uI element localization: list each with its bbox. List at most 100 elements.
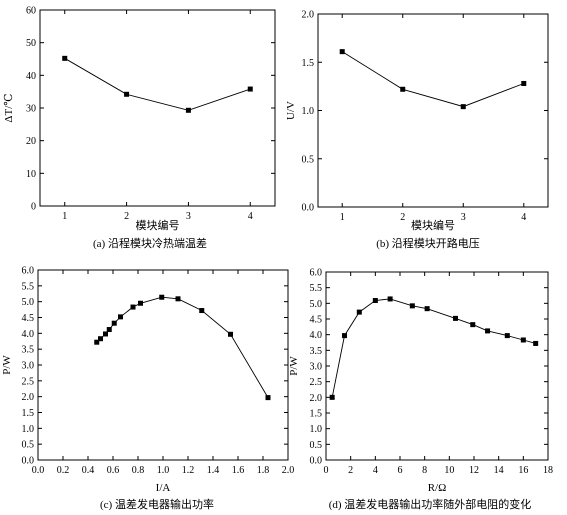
- x-tick-label: 2: [124, 211, 129, 222]
- data-point: [460, 104, 466, 110]
- panel-d-caption: (d) 温差发电器输出功率随外部电阻的变化: [329, 497, 532, 511]
- x-tick-label: 8: [422, 465, 427, 476]
- panel-c: (c) 温差发电器输出功率 0.0 0.2 0.4 0.6 0.8 1.0 1.2 1.4 1.…: [1, 266, 294, 512]
- x-tick-label: 1.8: [257, 465, 270, 476]
- plot-frame: [325, 271, 549, 461]
- data-point: [98, 336, 103, 342]
- x-tick-label: 1.4: [207, 465, 220, 476]
- y-tick-label: 4.5: [310, 315, 323, 326]
- y-tick-label: 1.5: [22, 408, 35, 419]
- series-line: [96, 296, 269, 398]
- x-tick-label: 4: [373, 465, 378, 476]
- x-tick-label: 4: [248, 211, 253, 222]
- data-point: [103, 331, 108, 337]
- x-axis-label: I/A: [156, 482, 171, 494]
- y-tick-label: 0.5: [302, 154, 315, 165]
- data-point: [124, 91, 130, 97]
- x-tick-label: 2.0: [282, 465, 295, 476]
- plot-frame: [39, 9, 276, 207]
- x-tick-label: 1.2: [182, 465, 195, 476]
- x-tick-label: 16: [518, 465, 528, 476]
- x-tick-label: 0.4: [82, 465, 95, 476]
- x-axis-label: R/Ω: [428, 482, 447, 494]
- x-tick-label: 1.0: [157, 465, 170, 476]
- x-axis-label: 模块编号: [411, 218, 455, 232]
- y-tick-label: 1.0: [22, 424, 35, 435]
- y-axis-label: ΔT/℃: [3, 93, 15, 122]
- y-tick-label: 60: [26, 6, 36, 17]
- y-tick-label: 0.0: [310, 456, 323, 467]
- y-tick-label: 10: [26, 169, 36, 180]
- data-point: [175, 296, 181, 302]
- x-tick-label: 6: [398, 465, 403, 476]
- x-tick-label: 0.6: [107, 465, 120, 476]
- x-tick-label: 0.0: [32, 465, 45, 476]
- data-point: [453, 315, 458, 321]
- data-point: [159, 294, 165, 300]
- y-tick-label: 30: [26, 104, 36, 115]
- y-tick-label: 1.5: [302, 58, 315, 69]
- data-point: [265, 395, 271, 401]
- y-tick-label: 2.5: [22, 376, 35, 387]
- x-tick-label: 0.2: [57, 465, 70, 476]
- data-point: [400, 86, 406, 92]
- data-point: [387, 296, 393, 302]
- y-tick-label: 2.0: [302, 10, 315, 21]
- y-axis-label: U/V: [285, 101, 297, 120]
- data-point: [247, 86, 253, 92]
- data-point: [470, 322, 476, 328]
- y-tick-label: 5.0: [22, 297, 35, 308]
- data-point: [409, 303, 415, 309]
- y-axis-label: P/W: [1, 355, 13, 375]
- y-tick-label: 4.5: [22, 313, 35, 324]
- x-tick-label: 3: [186, 211, 191, 222]
- y-tick-label: 6.0: [310, 268, 323, 279]
- y-tick-label: 6.0: [22, 266, 35, 277]
- data-point: [520, 337, 526, 343]
- x-axis-label: 模块编号: [136, 218, 180, 232]
- x-tick-label: 12: [469, 465, 479, 476]
- data-point: [356, 309, 362, 315]
- data-point: [329, 394, 335, 400]
- data-point: [185, 107, 191, 113]
- data-point: [533, 340, 539, 346]
- x-tick-label: 0.8: [132, 465, 145, 476]
- y-tick-label: 0.0: [22, 456, 35, 467]
- data-point: [138, 300, 143, 306]
- y-tick-label: 20: [26, 136, 36, 147]
- y-axis-label: P/W: [288, 356, 300, 376]
- y-tick-label: 0.5: [22, 440, 35, 451]
- panel-b: (b) 沿程模块开路电压 1 2 3 4 0.0 0.5 1.0 1.5 2.0 模块编号 U/V: [285, 10, 549, 250]
- series-line: [64, 57, 251, 111]
- data-point: [228, 331, 233, 337]
- x-tick-label: 2: [348, 465, 353, 476]
- y-tick-label: 4.0: [310, 330, 323, 341]
- x-tick-label: 4: [521, 212, 526, 223]
- data-point: [111, 320, 117, 326]
- data-point: [130, 304, 136, 310]
- y-tick-label: 3.5: [22, 345, 35, 356]
- data-point: [62, 55, 68, 61]
- y-tick-label: 2.0: [22, 392, 35, 403]
- x-tick-label: 14: [494, 465, 504, 476]
- data-point: [372, 298, 378, 304]
- data-point: [106, 327, 112, 333]
- y-tick-label: 3.0: [22, 361, 35, 372]
- series-line: [331, 298, 536, 398]
- y-tick-label: 5.5: [310, 283, 323, 294]
- y-tick-label: 40: [26, 71, 36, 82]
- x-tick-label: 1: [340, 212, 345, 223]
- plot-frame: [317, 13, 549, 208]
- x-tick-label: 10: [444, 465, 454, 476]
- data-point: [339, 49, 345, 55]
- x-tick-label: 1.6: [232, 465, 245, 476]
- x-tick-label: 1: [62, 211, 67, 222]
- data-point: [118, 314, 123, 320]
- y-tick-label: 1.5: [310, 409, 323, 420]
- y-tick-label: 4.0: [22, 329, 35, 340]
- data-point: [485, 328, 491, 334]
- x-tick-label: 3: [461, 212, 466, 223]
- data-point: [199, 308, 205, 314]
- y-tick-label: 1.0: [310, 424, 323, 435]
